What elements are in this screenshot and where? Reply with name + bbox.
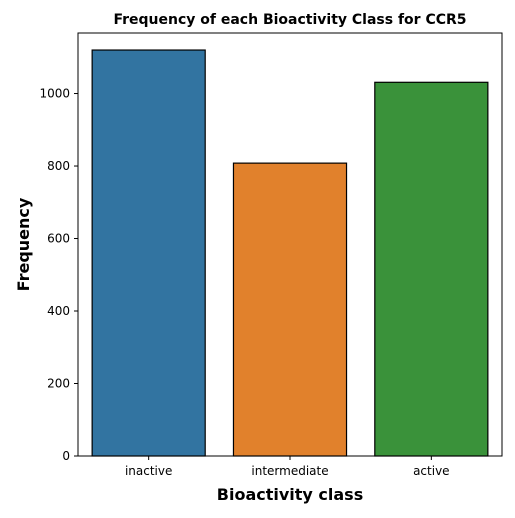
bar-inactive xyxy=(91,49,206,457)
x-axis-ticks: inactive intermediate active xyxy=(125,456,450,478)
y-axis-ticks: 0 200 400 600 800 1000 xyxy=(39,87,78,463)
bar-intermediate xyxy=(232,162,348,457)
y-axis-label: Frequency xyxy=(14,197,33,291)
x-axis-label: Bioactivity class xyxy=(217,485,363,504)
y-tick-label: 200 xyxy=(47,377,70,391)
y-tick-label: 1000 xyxy=(39,87,70,101)
y-tick-label: 800 xyxy=(47,159,70,173)
x-tick-label: active xyxy=(413,464,449,478)
y-tick-label: 600 xyxy=(47,232,70,246)
chart-title: Frequency of each Bioactivity Class for … xyxy=(113,12,466,28)
x-tick-label: inactive xyxy=(125,464,172,478)
bar-active xyxy=(374,81,489,457)
y-tick-label: 400 xyxy=(47,304,70,318)
bars-layer xyxy=(91,49,489,457)
plot-frame xyxy=(77,32,503,457)
y-tick-label: 0 xyxy=(62,449,70,463)
x-tick-label: intermediate xyxy=(251,464,328,478)
